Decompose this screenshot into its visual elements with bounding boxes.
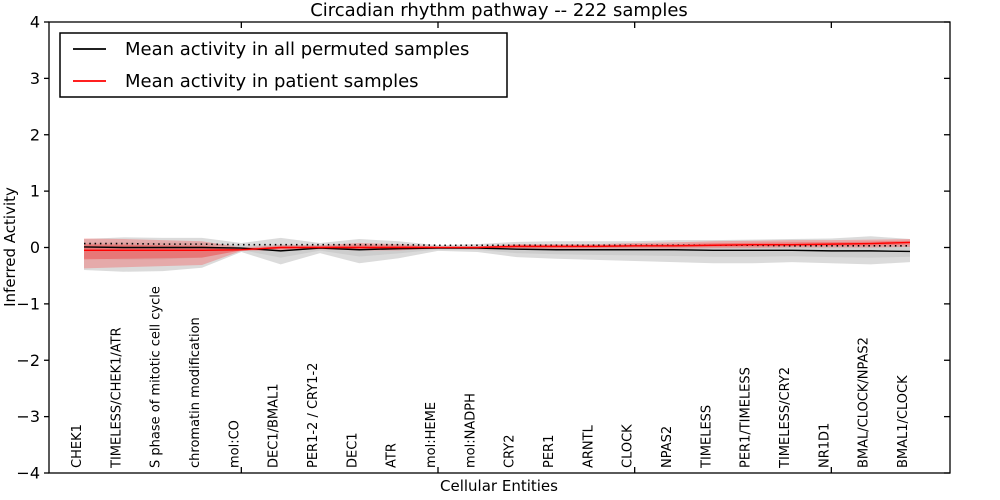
x-category-label: mol:NADPH <box>463 393 478 468</box>
y-tick-label: 0 <box>30 238 40 257</box>
y-tick-label: 1 <box>30 182 40 201</box>
axes-layer: 4 3 2 1 0 −1 −2 −3 −4 CHEK1 TIMELESS/CHEK1/ATR S ph… <box>16 13 950 483</box>
patient-mean-line <box>84 241 911 252</box>
y-tick-label: −3 <box>16 407 40 426</box>
y-tick-label: 4 <box>30 13 40 32</box>
x-category-label: CRY2 <box>503 435 518 469</box>
x-category-label: TIMELESS/CRY2 <box>778 367 793 469</box>
x-category-label: CLOCK <box>621 424 636 468</box>
legend-label-patient: Mean activity in patient samples <box>125 71 419 92</box>
x-category-label: PER1/TIMELESS <box>739 367 754 468</box>
x-category-label: ARNTL <box>581 424 596 468</box>
legend-box <box>59 32 508 98</box>
x-category-label: TIMELESS/CHEK1/ATR <box>109 327 124 469</box>
x-category-label: BMAL1/CLOCK <box>896 375 911 468</box>
x-category-label: NR1D1 <box>817 423 832 468</box>
x-category-label: mol:HEME <box>424 402 439 468</box>
x-category-label: NPAS2 <box>660 426 675 468</box>
x-category-label: DEC1/BMAL1 <box>267 384 282 469</box>
y-tick-label: −4 <box>16 464 40 483</box>
band-layer <box>84 236 910 272</box>
line-layer <box>83 241 911 253</box>
band-inner-0 <box>84 242 910 260</box>
x-category-label: chromatin modification <box>188 317 203 468</box>
y-tick-label: −2 <box>16 351 40 370</box>
y-tick-label: −1 <box>16 294 40 313</box>
x-category-label: CHEK1 <box>70 424 85 468</box>
x-category-label: PER1-2 / CRY1-2 <box>306 363 321 468</box>
x-category-label: PER1 <box>542 435 557 468</box>
x-category-label: S phase of mitotic cell cycle <box>149 286 164 468</box>
y-tick-label: 2 <box>30 125 40 144</box>
x-category-label: mol:CO <box>227 420 242 468</box>
x-category-label: ATR <box>385 443 400 468</box>
x-axis-label: Cellular Entities <box>440 477 558 495</box>
permuted-mean-line <box>83 246 911 253</box>
x-category-label: TIMELESS <box>699 405 714 469</box>
y-axis-label: Inferred Activity <box>1 187 19 307</box>
chart-title: Circadian rhythm pathway -- 222 samples <box>310 0 688 21</box>
x-category-label: DEC1 <box>345 432 360 468</box>
legend-label-permuted: Mean activity in all permuted samples <box>125 39 469 60</box>
x-category-label: BMAL/CLOCK/NPAS2 <box>857 337 872 468</box>
y-tick-label: 3 <box>30 69 40 88</box>
legend: Mean activity in all permuted samples Me… <box>59 32 508 98</box>
plot-frame <box>48 21 951 474</box>
